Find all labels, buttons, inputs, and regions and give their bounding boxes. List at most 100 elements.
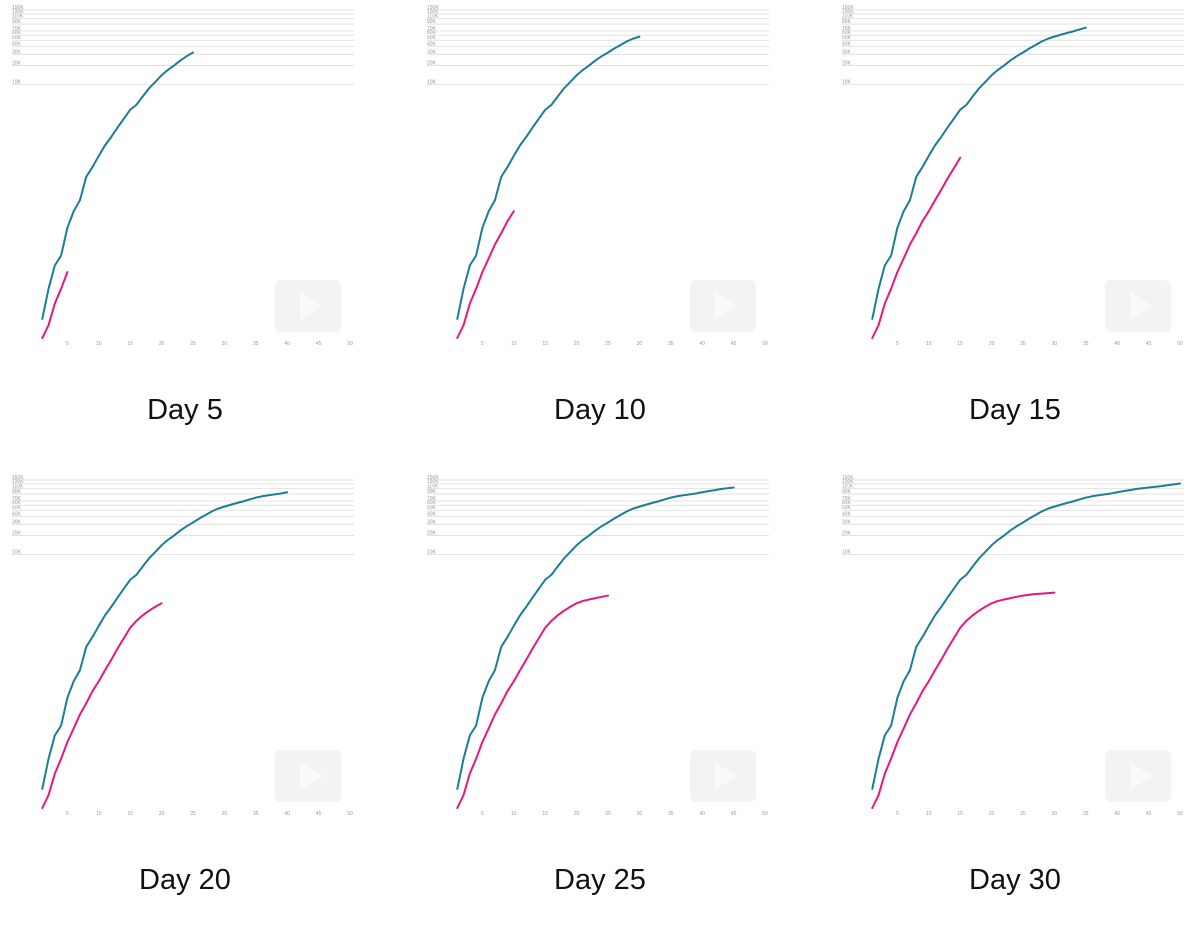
y-tick-label: 30K: [427, 49, 437, 55]
y-tick-label: 70K: [842, 26, 852, 32]
y-tick-label: 70K: [427, 26, 437, 32]
y-tick-label: 60K: [12, 500, 22, 506]
x-tick-label: 30: [637, 811, 643, 817]
x-tick-label: 45: [731, 811, 737, 817]
x-tick-label: 40: [284, 811, 290, 817]
y-tick-label: 150K: [842, 475, 854, 481]
y-tick-label: 20K: [427, 530, 437, 536]
x-tick-label: 15: [957, 341, 963, 347]
y-tick-label: 40K: [842, 41, 852, 47]
y-tick-label: 50K: [12, 35, 22, 41]
y-tick-label: 70K: [12, 496, 22, 502]
chart-caption: Day 25: [554, 864, 646, 896]
x-tick-label: 20: [574, 341, 580, 347]
x-tick-label: 20: [989, 811, 995, 817]
y-tick-label: 20K: [12, 530, 22, 536]
y-tick-label: 40K: [12, 41, 22, 47]
x-tick-label: 20: [159, 811, 165, 817]
watermark-icon: [1105, 750, 1171, 802]
x-tick-label: 25: [605, 811, 611, 817]
y-tick-label: 130K: [842, 9, 854, 15]
x-tick-label: 50: [1177, 811, 1183, 817]
series-line-2: [871, 156, 962, 339]
x-tick-label: 10: [511, 341, 517, 347]
watermark-icon: [1105, 280, 1171, 332]
y-tick-label: 20K: [12, 60, 22, 66]
x-tick-label: 25: [605, 341, 611, 347]
x-tick-label: 30: [1052, 811, 1058, 817]
x-tick-label: 35: [253, 341, 259, 347]
series-line-1: [456, 486, 735, 790]
y-tick-label: 40K: [842, 511, 852, 517]
y-tick-label: 130K: [12, 479, 24, 485]
x-tick-label: 45: [316, 811, 322, 817]
x-tick-label: 50: [347, 811, 353, 817]
x-tick-label: 35: [668, 341, 674, 347]
chart-caption: Day 15: [969, 394, 1061, 426]
y-tick-label: 50K: [427, 505, 437, 511]
y-tick-label: 90K: [842, 489, 852, 495]
x-tick-label: 15: [542, 811, 548, 817]
x-tick-label: 40: [699, 341, 705, 347]
x-tick-label: 25: [190, 811, 196, 817]
watermark-icon: [690, 280, 756, 332]
y-tick-label: 50K: [842, 35, 852, 41]
y-tick-label: 70K: [12, 26, 22, 32]
x-tick-label: 10: [511, 811, 517, 817]
series-line-2: [456, 594, 609, 809]
x-tick-label: 50: [347, 341, 353, 347]
x-tick-label: 20: [574, 811, 580, 817]
y-tick-label: 50K: [427, 35, 437, 41]
y-tick-label: 150K: [842, 5, 854, 11]
x-tick-label: 50: [762, 811, 768, 817]
x-tick-label: 10: [926, 341, 932, 347]
series-line-1: [41, 51, 194, 320]
y-tick-label: 130K: [427, 9, 439, 15]
y-tick-label: 50K: [12, 505, 22, 511]
x-tick-label: 50: [1177, 341, 1183, 347]
x-tick-label: 30: [222, 811, 228, 817]
y-tick-label: 110K: [427, 14, 439, 20]
x-tick-label: 40: [699, 811, 705, 817]
x-tick-label: 35: [1083, 811, 1089, 817]
y-tick-label: 10K: [12, 80, 22, 86]
chart-caption: Day 10: [554, 394, 646, 426]
chart-panel-day-25: 10K 20K 30K 40K 50K 60K 70K 90K 110K 130K 150K 5 10 1…: [415, 470, 815, 932]
x-tick-label: 30: [637, 341, 643, 347]
x-tick-label: 10: [926, 811, 932, 817]
y-tick-label: 70K: [842, 496, 852, 502]
x-tick-label: 35: [668, 811, 674, 817]
watermark-play-icon: [1130, 762, 1152, 790]
y-tick-label: 110K: [842, 14, 854, 20]
y-tick-label: 20K: [427, 60, 437, 66]
chart-caption: Day 20: [139, 864, 231, 896]
y-tick-label: 110K: [12, 484, 24, 490]
series-line-2: [871, 591, 1056, 809]
y-tick-label: 150K: [12, 5, 24, 11]
y-tick-label: 150K: [12, 475, 24, 481]
x-tick-label: 40: [1114, 811, 1120, 817]
y-tick-label: 10K: [12, 550, 22, 556]
x-tick-label: 45: [316, 341, 322, 347]
x-tick-label: 20: [989, 341, 995, 347]
y-tick-label: 130K: [12, 9, 24, 15]
x-tick-label: 15: [127, 811, 133, 817]
x-tick-label: 40: [284, 341, 290, 347]
x-tick-label: 5: [896, 811, 899, 817]
y-tick-label: 30K: [427, 519, 437, 525]
y-tick-label: 10K: [427, 80, 437, 86]
x-tick-label: 15: [957, 811, 963, 817]
series-line-2: [41, 271, 69, 339]
series-line-2: [41, 602, 163, 809]
y-tick-label: 50K: [842, 505, 852, 511]
y-tick-label: 10K: [842, 80, 852, 86]
y-tick-label: 110K: [842, 484, 854, 490]
y-tick-label: 130K: [427, 479, 439, 485]
y-tick-label: 60K: [842, 500, 852, 506]
series-line-2: [456, 210, 515, 339]
x-tick-label: 15: [127, 341, 133, 347]
